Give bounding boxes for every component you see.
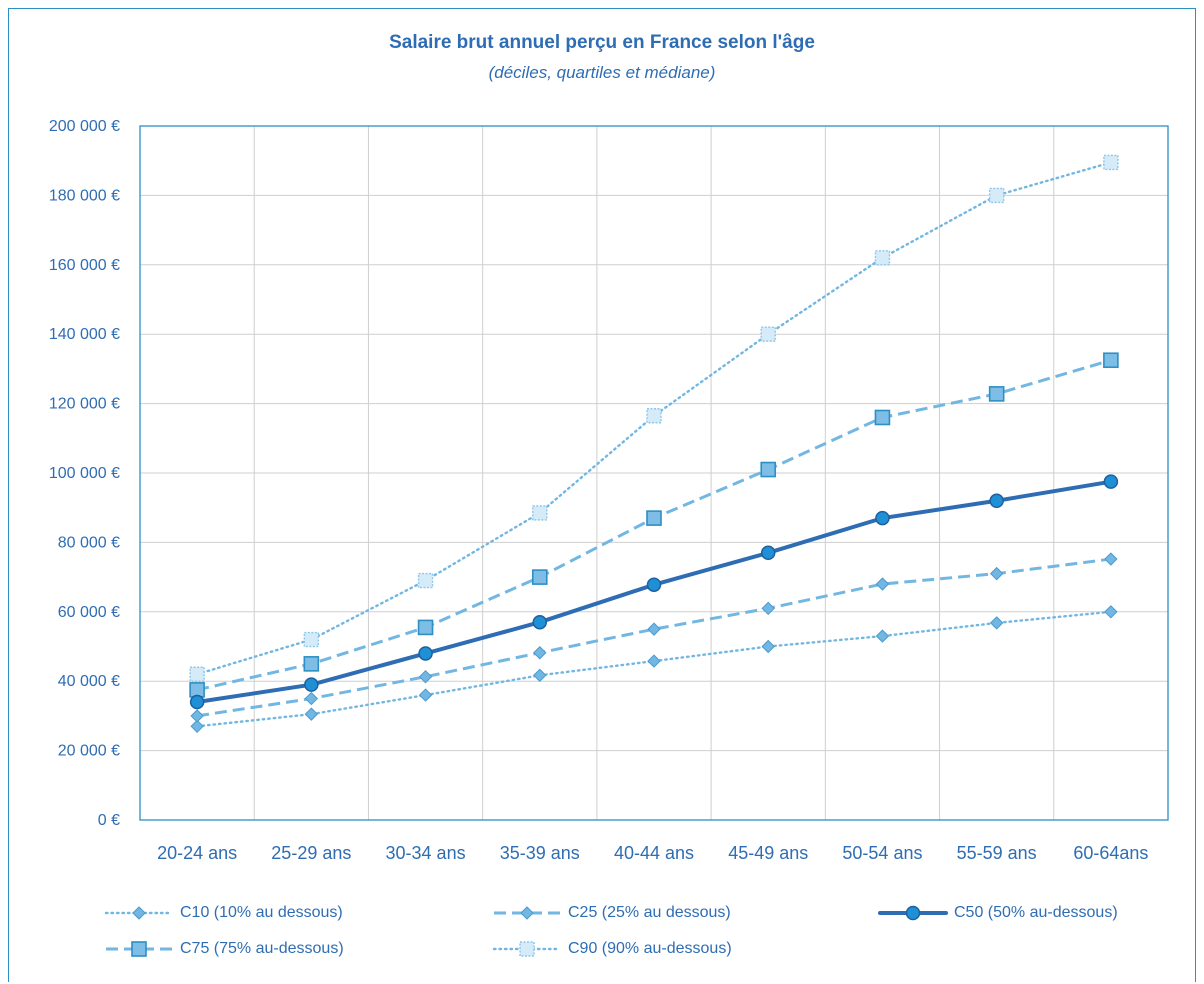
data-point [988, 187, 1005, 204]
data-point [760, 326, 776, 342]
y-tick-label: 100 000 € [49, 465, 120, 482]
data-point [761, 639, 775, 654]
data-point [1103, 154, 1119, 171]
data-point [646, 577, 662, 592]
data-point [418, 669, 433, 684]
x-tick-label: 25-29 ans [271, 843, 351, 863]
x-tick-label: 50-54 ans [842, 843, 922, 863]
data-point [190, 709, 204, 723]
plot-area [139, 125, 1169, 821]
data-point [988, 386, 1005, 402]
y-tick-label: 180 000 € [49, 187, 120, 204]
data-point [417, 619, 434, 636]
series-2 [190, 552, 1118, 723]
data-point [417, 572, 434, 589]
legend-item-c25[interactable]: C25 (25% au dessous) [492, 901, 731, 925]
data-point [304, 677, 319, 692]
data-point [189, 694, 205, 710]
legend-swatch-c90 [492, 941, 562, 957]
data-point [531, 569, 548, 585]
y-axis: 0 € 20 000 € 40 000 € 60 000 € 80 000 € 100 0… [49, 118, 120, 829]
legend-marker [132, 906, 146, 920]
series-3 [189, 474, 1119, 710]
x-tick-label: 45-49 ans [728, 843, 808, 863]
data-point [875, 577, 890, 591]
x-tick-label: 55-59 ans [957, 843, 1037, 863]
legend-swatch-c25 [494, 906, 560, 920]
data-point [1103, 352, 1119, 369]
legend-marker [519, 941, 535, 957]
legend-label-c25: C25 (25% au dessous) [568, 904, 731, 921]
data-point [533, 668, 547, 683]
legend-swatch-c75 [106, 941, 172, 957]
legend-marker [905, 905, 921, 921]
data-point [647, 654, 661, 668]
y-tick-label: 60 000 € [58, 604, 120, 621]
chart-title: Salaire brut annuel perçu en France selo… [389, 32, 815, 53]
x-tick-label: 35-39 ans [500, 843, 580, 863]
data-point [532, 614, 548, 630]
data-point [304, 691, 319, 706]
data-point [874, 409, 891, 426]
series-1 [190, 605, 1118, 734]
series-5 [189, 154, 1119, 682]
data-point [304, 707, 319, 721]
legend-label-c75: C75 (75% au-dessous) [180, 940, 344, 957]
y-tick-label: 160 000 € [49, 257, 120, 274]
data-point [989, 616, 1004, 630]
data-point [303, 656, 320, 672]
x-tick-label: 30-34 ans [386, 843, 466, 863]
y-tick-label: 80 000 € [58, 534, 120, 551]
data-point [989, 566, 1004, 581]
data-point [532, 505, 548, 521]
legend-item-c10[interactable]: C10 (10% au dessous) [104, 901, 343, 925]
data-point [646, 510, 662, 526]
data-point [646, 408, 662, 424]
data-point [875, 629, 890, 643]
legend-swatch-c10 [104, 906, 174, 920]
y-tick-label: 0 € [98, 812, 120, 829]
data-point [647, 622, 661, 636]
legend-label-c50: C50 (50% au-dessous) [954, 904, 1118, 921]
data-point [303, 631, 320, 648]
data-point [989, 493, 1004, 509]
y-tick-label: 120 000 € [49, 396, 120, 413]
y-tick-label: 200 000 € [49, 118, 120, 135]
legend-item-c90[interactable]: C90 (90% au-dessous) [492, 937, 732, 961]
data-point [1103, 474, 1119, 489]
legend-label-c90: C90 (90% au-dessous) [568, 940, 732, 957]
data-point [874, 250, 891, 266]
data-point [1104, 552, 1118, 566]
legend-item-c75[interactable]: C75 (75% au-dessous) [104, 937, 344, 961]
x-tick-label: 40-44 ans [614, 843, 694, 863]
data-point [761, 601, 775, 616]
data-point [533, 646, 547, 660]
data-point [190, 719, 204, 734]
data-point [418, 646, 433, 661]
data-point [1104, 605, 1118, 619]
x-tick-label: 60-64ans [1073, 843, 1148, 863]
y-tick-label: 40 000 € [58, 673, 120, 690]
data-point [189, 666, 205, 682]
legend-marker [520, 906, 534, 920]
y-tick-label: 20 000 € [58, 743, 120, 760]
gridlines [140, 125, 1168, 821]
data-point [875, 510, 890, 526]
legend-item-c50[interactable]: C50 (50% au-dessous) [878, 901, 1118, 925]
series-4 [189, 352, 1119, 698]
legend-label-c10: C10 (10% au dessous) [180, 904, 343, 921]
data-point [418, 688, 433, 702]
x-axis: 20-24 ans 25-29 ans 30-34 ans 35-39 ans 40-4… [157, 843, 1148, 863]
x-tick-label: 20-24 ans [157, 843, 237, 863]
series-line [196, 557, 1112, 718]
chart-subtitle: (déciles, quartiles et médiane) [488, 63, 716, 82]
y-tick-label: 140 000 € [49, 326, 120, 343]
legend-swatch-c50 [878, 905, 948, 921]
legend-marker [131, 941, 147, 957]
data-point [760, 461, 777, 478]
data-point [760, 545, 776, 561]
